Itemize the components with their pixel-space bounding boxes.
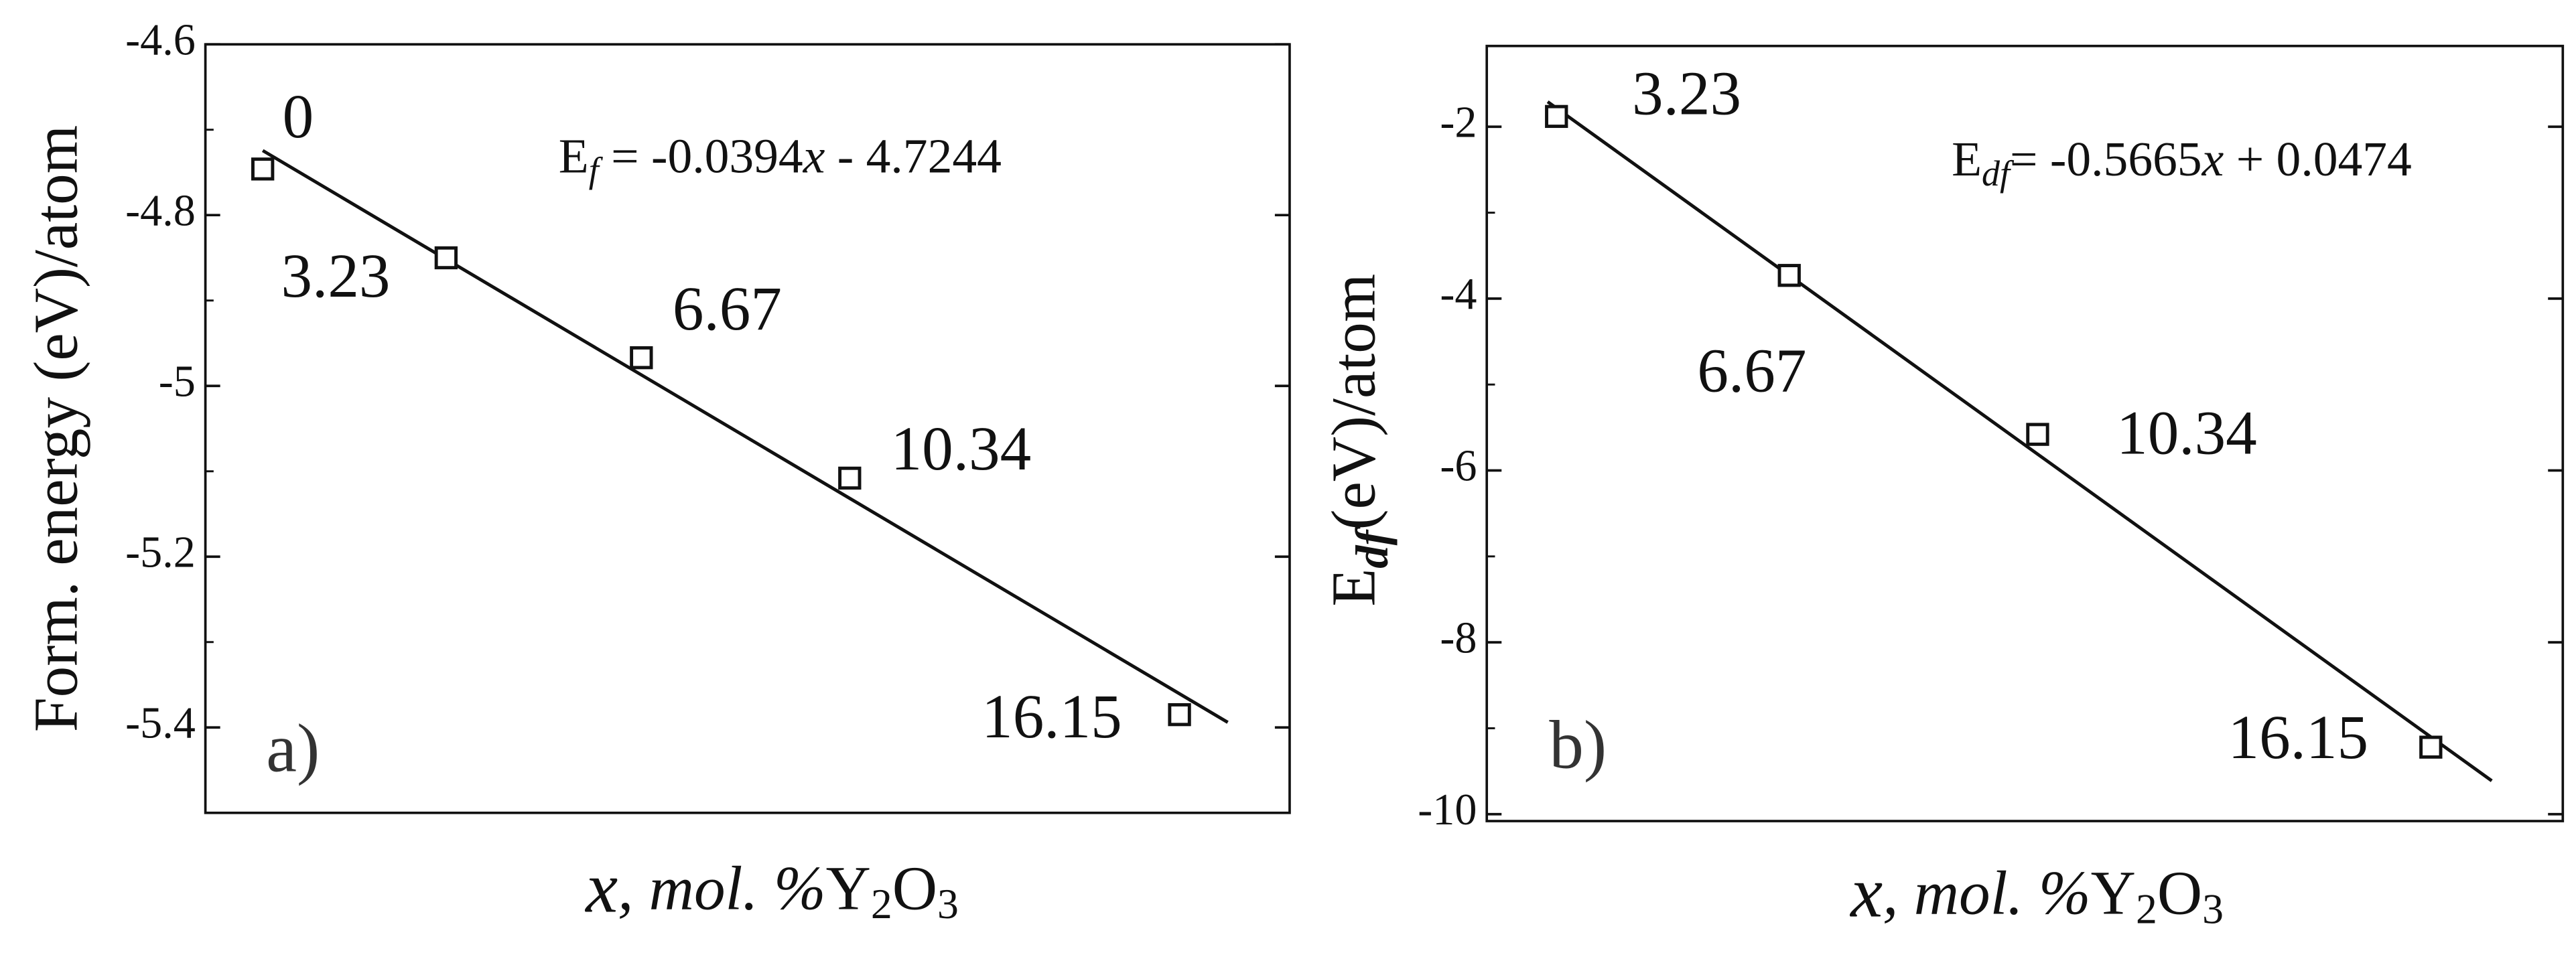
eq-var: x <box>2201 131 2224 186</box>
data-point <box>251 157 275 181</box>
data-point <box>1168 703 1191 727</box>
data-point <box>434 246 458 270</box>
y-title-sub: df <box>1347 526 1398 568</box>
x-title-sub: 3 <box>937 880 959 928</box>
eq-intercept: + 0.0474 <box>2224 131 2412 186</box>
data-point <box>630 346 653 370</box>
eq-symbol: E <box>559 128 589 183</box>
y-axis-title: Form. energy (eV)/atom <box>22 125 91 732</box>
panel-label: a) <box>266 711 320 787</box>
plot-frame <box>204 43 1291 814</box>
fit-line <box>1546 100 2493 782</box>
y-axis-title: Edf(eV)/atom <box>1320 274 1398 607</box>
data-point <box>2419 735 2443 759</box>
y-tick-label: -10 <box>1418 786 1477 834</box>
x-title-sub: 2 <box>871 880 892 928</box>
x-title-text: , mol. % <box>618 855 825 924</box>
x-title-sub: 3 <box>2202 885 2224 932</box>
eq-intercept: - 4.7244 <box>825 128 1002 183</box>
y-tick-label: -5 <box>159 357 196 406</box>
y-tick-label: -2 <box>1440 98 1477 147</box>
data-point <box>1777 264 1801 287</box>
point-label: 10.34 <box>891 415 1032 484</box>
y-tick-label: -5.4 <box>125 698 196 747</box>
point-label: 16.15 <box>2228 703 2369 772</box>
fit-line <box>261 149 1229 724</box>
eq-coeff: = -0.5665 <box>2010 131 2202 186</box>
x-title-el: O <box>892 855 937 924</box>
x-title-sub: 2 <box>2136 885 2157 932</box>
point-label: 3.23 <box>1632 60 1741 129</box>
point-label: 6.67 <box>1697 337 1806 406</box>
x-axis-title: x, mol. %Y2O3 <box>1849 853 2224 932</box>
point-label: 3.23 <box>281 242 390 311</box>
y-tick-label: -4 <box>1440 270 1477 319</box>
panel-label: b) <box>1549 707 1607 784</box>
data-point <box>838 466 862 490</box>
x-axis-title: x, mol. %Y2O3 <box>584 848 959 928</box>
plot-frame <box>1485 44 2565 822</box>
y-title-text: (eV)/atom <box>1320 274 1389 530</box>
x-title-el: Y <box>2091 859 2136 928</box>
point-label: 16.15 <box>981 682 1122 751</box>
point-label: 10.34 <box>2116 398 2257 467</box>
data-point <box>2026 423 2049 446</box>
y-tick-label: -5.2 <box>125 528 196 577</box>
point-label: 0 <box>283 82 314 151</box>
y-tick-label: -4.6 <box>125 15 196 64</box>
eq-subscript: df <box>1982 153 2015 194</box>
point-label: 6.67 <box>673 275 782 344</box>
x-title-el: O <box>2157 859 2202 928</box>
y-tick-label: -6 <box>1440 442 1477 491</box>
x-title-var: x <box>1849 853 1883 932</box>
y-tick-label: -4.8 <box>125 186 196 235</box>
data-point <box>1545 104 1568 129</box>
fit-equation: Ef = -0.0394x - 4.7244 <box>559 128 1002 190</box>
fit-equation: Edf= -0.5665x + 0.0474 <box>1952 131 2412 194</box>
y-title-symbol: E <box>1320 569 1389 607</box>
eq-var: x <box>803 128 825 183</box>
eq-symbol: E <box>1952 131 1982 186</box>
x-title-text: , mol. % <box>1883 859 2091 928</box>
x-title-var: x <box>584 848 618 928</box>
x-title-el: Y <box>826 855 871 924</box>
eq-coeff: = -0.0394 <box>599 128 803 183</box>
y-tick-label: -8 <box>1440 613 1477 662</box>
